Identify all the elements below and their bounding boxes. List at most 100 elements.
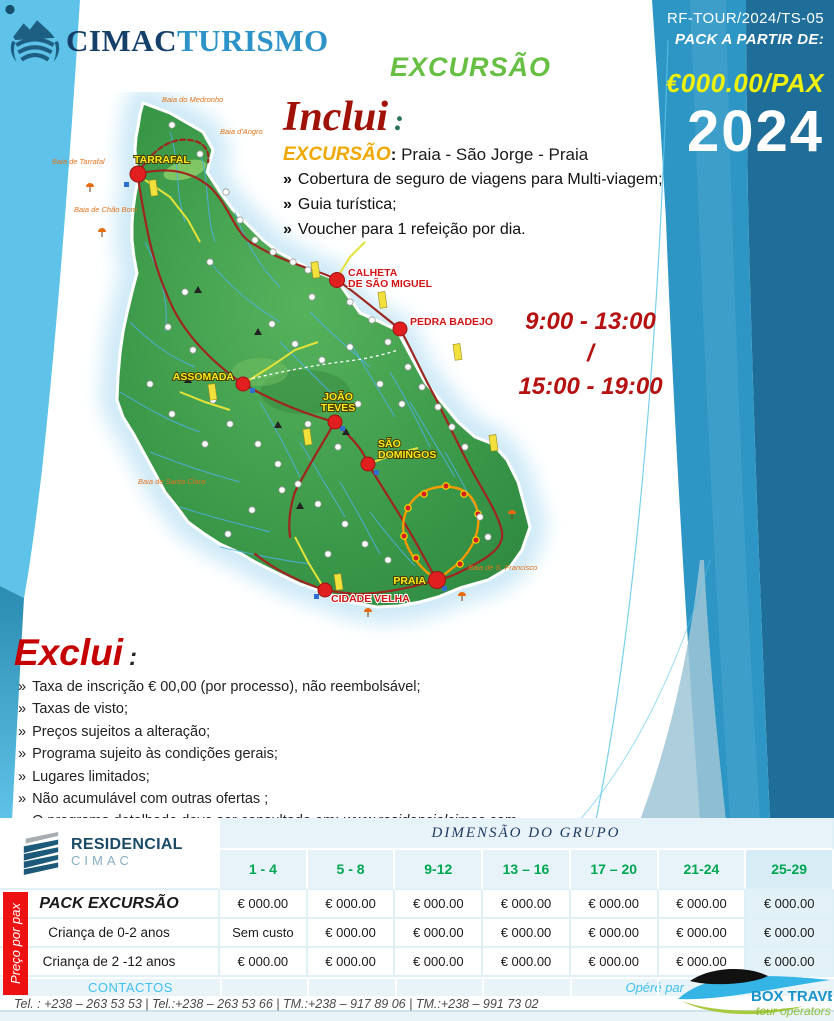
price-cell: € 000.00 — [746, 890, 834, 919]
map-bay-label-s-francisco: Baia de S. Francisco — [468, 563, 537, 572]
mountain-peak-icons — [184, 286, 350, 509]
grid-line — [657, 979, 660, 996]
map-town-label-praia: PRAIA — [393, 575, 426, 587]
schedule-afternoon: 15:00 - 19:00 — [518, 372, 663, 400]
operated-by-label: Opéré par — [625, 980, 684, 995]
exclui-item-text: Lugares limitados; — [32, 768, 150, 785]
exclui-item-text: Programa sujeito às condições gerais; — [32, 746, 278, 763]
map-town-dot-sao-domingos — [360, 456, 376, 472]
group-size-col-7: 25-29 — [746, 850, 834, 890]
price-cell: € 000.00 — [570, 948, 659, 977]
group-size-col-6: 21-24 — [658, 850, 747, 890]
bullet-glyph: » — [283, 196, 292, 213]
exclui-item-3: » Preços sujeitos a alteração; — [18, 724, 574, 741]
map-bay-label-santa-clara: Baia de Santa Clara — [138, 477, 205, 486]
inclui-item-text: Voucher para 1 refeição por dia. — [297, 221, 526, 238]
town-markers: TARRAFAL CALHETA DE SÃO MIGUEL PEDRA BADEJO… — [129, 153, 494, 606]
price-row-label-2: Criança de 0-2 anos — [0, 919, 220, 948]
map-bay-label-chao-bom: Baia de Chão Bom — [74, 205, 137, 214]
price-row-label-1: PACK EXCURSÃO — [0, 890, 220, 919]
map-bay-label-medronho: Baia do Medronho — [162, 95, 223, 104]
bullet-glyph: » — [283, 171, 292, 188]
group-size-col-5: 17 – 20 — [570, 850, 659, 890]
schedule: 9:00 - 13:00 / 15:00 - 19:00 — [498, 306, 683, 403]
excursion-route-line: EXCURSÃO: Praia - São Jorge - Praia — [283, 144, 683, 166]
price-cell: € 000.00 — [220, 948, 308, 977]
sign-markers — [148, 179, 499, 591]
santiago-island-map: Baia do Medronho Baia d'Angro Baia de Tarr… — [52, 92, 547, 624]
inclui-list: » Cobertura de seguro de viagens para Mul… — [283, 170, 683, 240]
schedule-separator: / — [587, 340, 594, 368]
price-per-pax-band: Preço por pax — [3, 892, 28, 995]
grid-line — [569, 979, 572, 996]
exclui-item-5: » Lugares limitados; — [18, 769, 574, 786]
map-town-dot-joao-teves — [327, 414, 343, 430]
river-lines — [119, 131, 483, 567]
page-title: EXCURSÃO — [390, 52, 552, 82]
bottom-strip — [0, 1012, 834, 1020]
inclui-item-3: » Voucher para 1 refeição por dia. — [283, 220, 683, 240]
bullet-glyph: » — [18, 768, 27, 785]
price-per-pax: €000.00/PAX — [665, 68, 824, 98]
excursion-pack-name: EXCURSÃO — [283, 144, 391, 165]
box-travel-name: BOX TRAVEL — [751, 988, 832, 1005]
exclui-item-text: Taxa de inscrição € 00,00 (por processo)… — [32, 679, 421, 695]
beach-umbrella-icons — [86, 183, 516, 617]
price-cell: € 000.00 — [307, 919, 396, 948]
price-cell: € 000.00 — [483, 890, 571, 919]
inclui-item-text: Cobertura de seguro de viagens para Mult… — [297, 171, 663, 188]
grid-line — [394, 979, 397, 996]
map-town-label-sao-domingos: SÃO DOMINGOS — [378, 437, 436, 461]
bullet-glyph: » — [18, 790, 27, 807]
excursion-pack-colon: : — [390, 145, 397, 164]
exclui-heading: Exclui: — [14, 634, 574, 671]
price-cell: € 000.00 — [658, 890, 747, 919]
green-swoosh — [682, 1001, 804, 1015]
residencial-cimac-logo: RESIDENCIAL CIMAC — [0, 818, 220, 890]
grid-line — [482, 979, 485, 996]
map-town-label-tarrafal: TARRAFAL — [134, 154, 190, 166]
boat-hull-icon — [690, 969, 768, 985]
inclui-item-2: » Guia turística; — [283, 195, 683, 215]
group-size-col-3: 9-12 — [395, 850, 484, 890]
exclui-item-2: » Taxas de visto; — [18, 701, 574, 718]
price-cell: € 000.00 — [483, 919, 571, 948]
cimac-logo-icon — [10, 20, 60, 62]
inclui-section: Inclui: EXCURSÃO: Praia - São Jorge - Pr… — [283, 96, 683, 245]
exclui-item-text: Taxas de visto; — [32, 701, 128, 718]
map-town-label-pedra-badejo: PEDRA BADEJO — [410, 316, 493, 328]
brand-part1: CIMAC — [66, 23, 177, 58]
price-cell: € 000.00 — [307, 948, 396, 977]
group-size-col-1: 1 - 4 — [220, 850, 308, 890]
box-travel-logo: BOX TRAVEL tour operators — [678, 969, 832, 1018]
map-town-dot-calheta — [329, 272, 345, 288]
inclui-heading-text: Inclui — [283, 94, 389, 140]
pricing-table: RESIDENCIAL CIMAC DIMENSÃO DO GRUPO 1 - … — [0, 818, 834, 1021]
map-town-label-calheta: CALHETA DE SÃO MIGUEL — [348, 267, 433, 290]
price-cell: € 000.00 — [395, 919, 484, 948]
pricing-grid: RESIDENCIAL CIMAC DIMENSÃO DO GRUPO 1 - … — [0, 818, 834, 977]
corner-dot — [5, 4, 15, 15]
price-cell: € 000.00 — [746, 919, 834, 948]
contact-row: CONTACTOS Opéré par — [0, 977, 834, 996]
hotel-markers — [124, 182, 447, 599]
map-town-dot-pedra-badejo — [392, 321, 408, 337]
map-town-dot-tarrafal — [129, 165, 147, 183]
box-travel-tagline: tour operators — [756, 1004, 831, 1018]
map-town-label-joao-teves: JOÃO TEVES — [321, 390, 355, 414]
map-town-dot-cidade-velha — [317, 582, 333, 598]
price-cell: € 000.00 — [570, 890, 659, 919]
price-cell: € 000.00 — [570, 919, 659, 948]
inclui-heading: Inclui: — [283, 96, 683, 138]
contacts-label: CONTACTOS — [88, 980, 173, 995]
exclui-heading-text: Exclui — [14, 632, 123, 673]
price-cell: € 000.00 — [483, 948, 571, 977]
bullet-glyph: » — [283, 221, 292, 238]
offer-banner: RF-TOUR/2024/TS-05 PACK A PARTIR DE: €00… — [638, 0, 834, 161]
group-size-col-4: 13 – 16 — [483, 850, 571, 890]
residencial-line2: CIMAC — [71, 853, 133, 869]
price-band-label: Preço por pax — [8, 903, 23, 984]
price-cell: € 000.00 — [658, 919, 747, 948]
brand-part2: TURISMO — [177, 23, 329, 58]
